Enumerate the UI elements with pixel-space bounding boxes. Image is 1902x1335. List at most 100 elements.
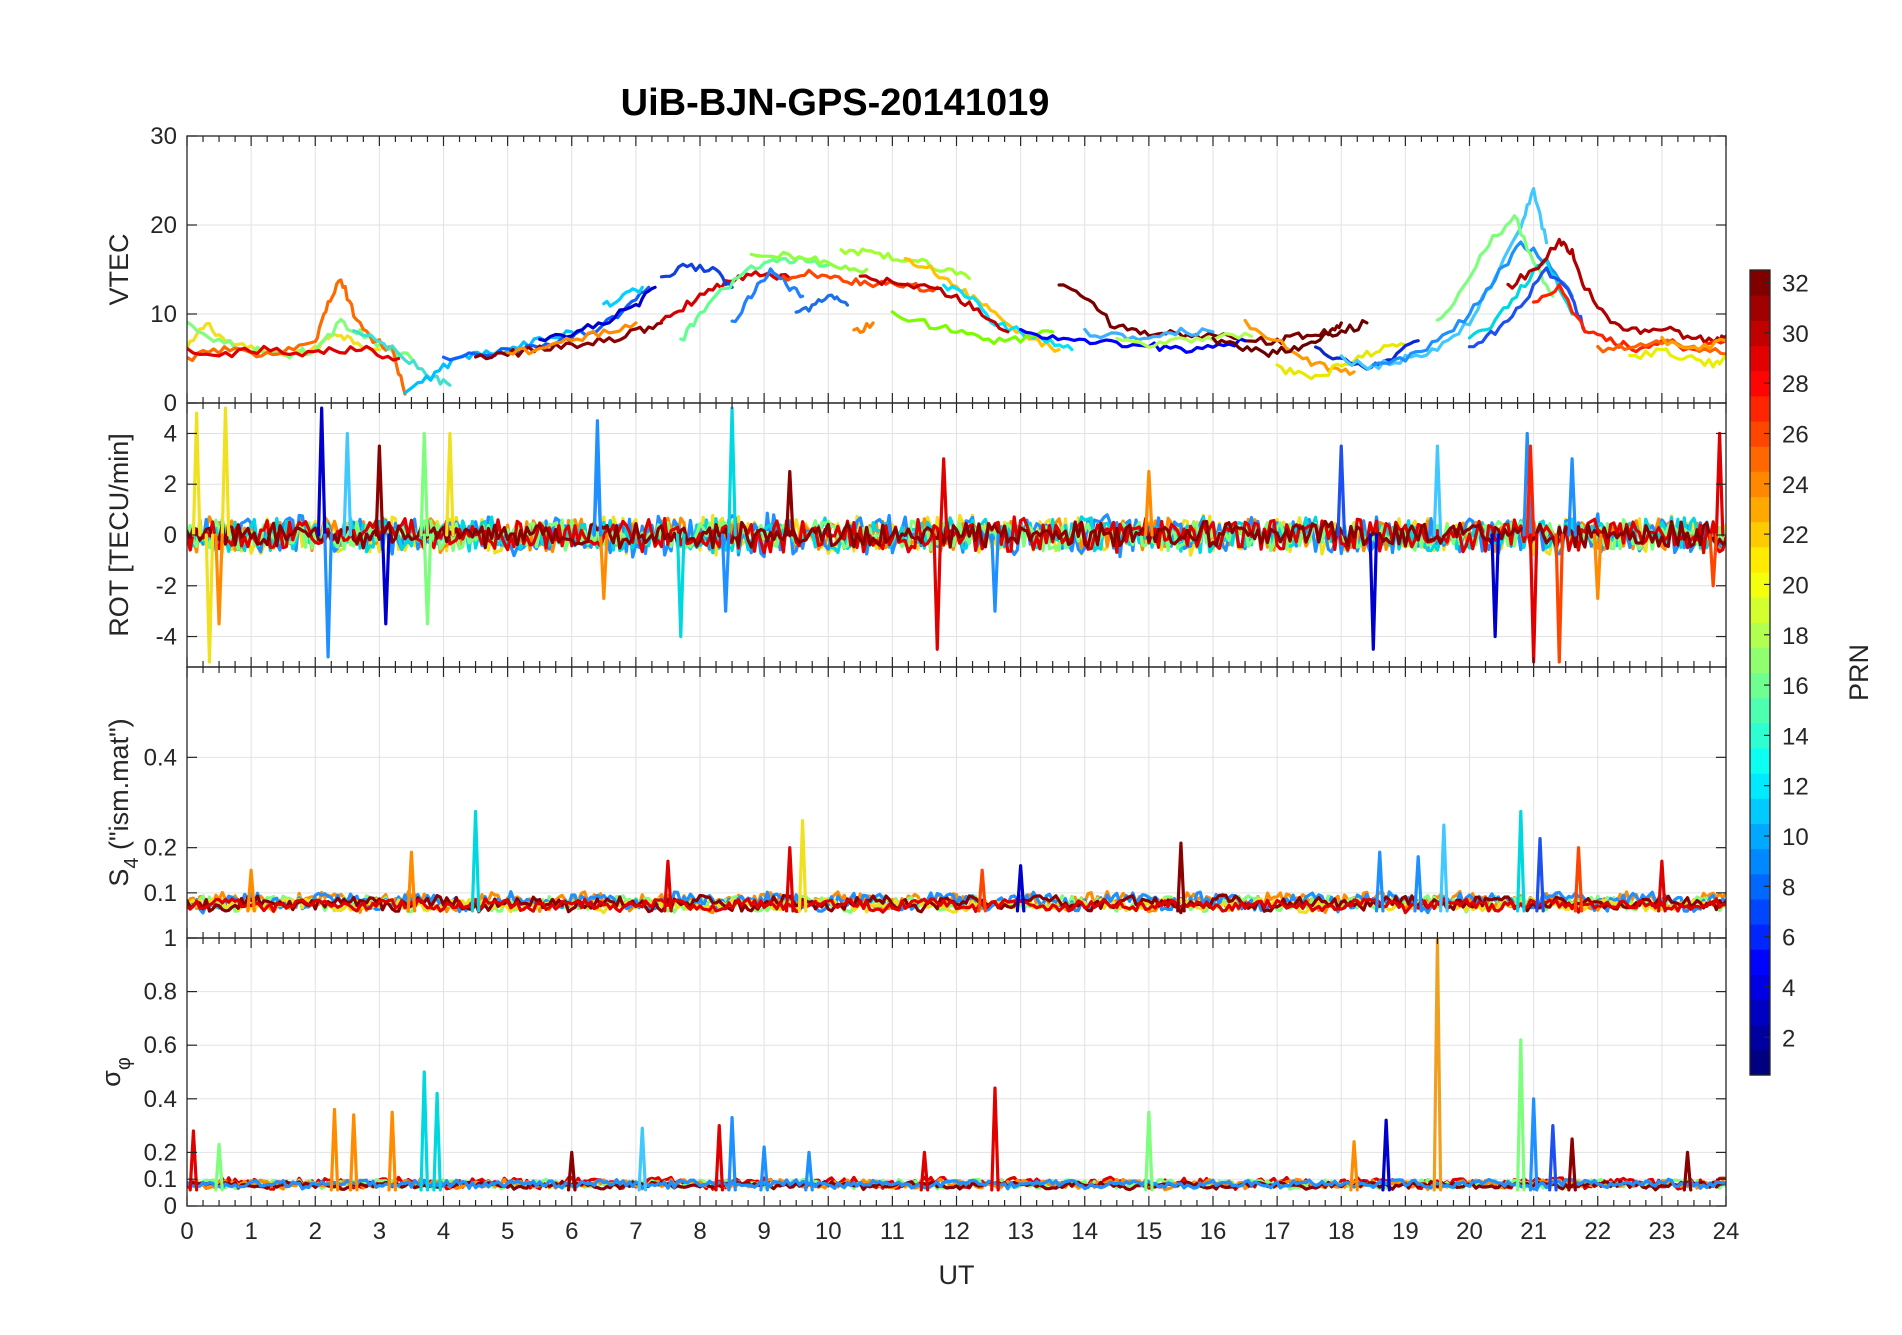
rot-spike — [592, 419, 603, 537]
sigma_phi-spike — [387, 1110, 398, 1192]
sigma_phi-spike — [566, 1150, 577, 1192]
rot-spike — [1525, 444, 1536, 537]
x-tick-label: 14 — [1071, 1218, 1098, 1245]
sigma_phi-spike — [188, 1129, 199, 1192]
vtec-series-line — [1018, 327, 1247, 354]
colorbar-segment — [1750, 747, 1770, 774]
s4-spike — [1657, 859, 1667, 913]
y-tick-label: 0.4 — [144, 744, 177, 771]
vtec-series-line — [794, 293, 850, 314]
s4-spike — [406, 850, 417, 913]
x-tick-label: 22 — [1584, 1218, 1611, 1245]
grid-sigma_phi — [186, 937, 1727, 1207]
y-tick-label: 4 — [164, 420, 177, 447]
sigma_phi-spike — [1682, 1150, 1693, 1192]
sigma_phi-spike — [804, 1150, 814, 1192]
vtec-series-line — [1057, 283, 1343, 346]
sigma_phi-spike — [419, 1070, 430, 1192]
x-tick-label: 10 — [815, 1218, 842, 1245]
y-axis-label-base: σ — [96, 1070, 126, 1087]
sigma_phi-spike — [637, 1126, 648, 1192]
y-axis-label-vtec: VTEC — [104, 233, 134, 305]
rot-spike — [316, 406, 327, 537]
colorbar-segment — [1750, 295, 1770, 321]
panel-s4: 0.10.20.4S4 ("ism.mat") — [104, 666, 1727, 939]
y-tick-label: 0 — [164, 390, 177, 417]
vtec-series-line — [538, 285, 657, 343]
rot-spike — [342, 431, 353, 537]
colorbar-segment — [1750, 370, 1770, 397]
rot-spike — [204, 533, 215, 664]
rot-spike — [1708, 533, 1718, 588]
colorbar-segment — [1750, 974, 1770, 1001]
colorbar-segment — [1750, 496, 1770, 523]
y-tick-label: 0.2 — [144, 835, 177, 862]
vtec-series-line — [749, 250, 869, 275]
x-tick-label: 6 — [565, 1218, 578, 1245]
y-tick-label: 30 — [150, 123, 177, 150]
colorbar-segment — [1750, 697, 1770, 724]
colorbar-segment — [1750, 622, 1770, 648]
y-tick-label: 0.2 — [144, 1139, 177, 1166]
x-tick-label: 5 — [501, 1218, 514, 1245]
x-tick-label: 20 — [1456, 1218, 1483, 1245]
colorbar-tick-label: 22 — [1782, 522, 1809, 549]
sigma_phi-spike — [1349, 1140, 1359, 1192]
colorbar-segment — [1750, 597, 1770, 623]
colorbar-segment — [1750, 898, 1770, 925]
grid-s4 — [186, 667, 1727, 938]
y-axis-label-subscript: φ — [113, 1057, 135, 1070]
figure-title: UiB-BJN-GPS-20141019 — [621, 82, 1050, 124]
sigma_phi-spike — [348, 1113, 359, 1192]
y-ticks-sigma_phi: 00.10.2 0.4 0.6 0.8 1 — [144, 925, 1726, 1220]
s4-spike — [977, 868, 987, 913]
y-tick-label: 0.8 — [144, 979, 177, 1006]
s4-spike — [1413, 855, 1424, 913]
vtec-series-line — [506, 321, 638, 356]
sigma_phi-spike — [1548, 1123, 1558, 1192]
colorbar-tick-label: 20 — [1782, 572, 1809, 599]
vtec-series-line — [1660, 335, 1726, 351]
sigma_phi-spike — [727, 1115, 737, 1192]
sigma_phi-spike — [919, 1150, 930, 1192]
x-axis-label: UT — [939, 1260, 975, 1290]
s4-spike — [784, 846, 795, 913]
sigma_phi-spike — [1515, 1038, 1526, 1192]
x-tick-label: 18 — [1328, 1218, 1355, 1245]
colorbar-tick-label: 14 — [1782, 723, 1809, 750]
rot-spike — [374, 444, 385, 537]
s4-spike — [797, 818, 808, 913]
rot-spike — [990, 533, 1000, 613]
s4-spike — [1515, 809, 1526, 913]
colorbar-tick-label: 2 — [1782, 1025, 1795, 1052]
rot-spike — [1554, 533, 1565, 664]
rot-spike — [380, 533, 391, 626]
colorbar-segment — [1750, 320, 1770, 347]
y-tick-label: 0 — [164, 1193, 177, 1220]
colorbar-segment — [1750, 722, 1770, 749]
sigma_phi-spike — [990, 1086, 1000, 1192]
vtec-series-line — [1596, 338, 1726, 356]
traces-rot — [187, 406, 1726, 664]
x-tick-label: 15 — [1136, 1218, 1163, 1245]
rot-spike — [445, 431, 455, 537]
x-ticks-vtec — [186, 136, 1727, 403]
colorbar-segment — [1750, 1024, 1770, 1051]
rot-spike — [1592, 533, 1603, 601]
y-ticks-vtec: 0 10 20 30 — [150, 123, 1726, 417]
vtec-series-line — [1531, 283, 1726, 354]
rot-spike — [1567, 457, 1577, 537]
x-tick-label: 19 — [1392, 1218, 1419, 1245]
colorbar-label: PRN — [1844, 644, 1874, 701]
y-ticks-rot: -4 -2 0 2 4 — [156, 420, 1726, 651]
vtec-series-line — [352, 329, 452, 387]
x-tick-label: 23 — [1649, 1218, 1676, 1245]
panel-rot: -4 -2 0 2 4 ROT [TECU/min] — [104, 402, 1727, 668]
s4-spike — [663, 859, 673, 913]
colorbar-segment — [1750, 949, 1770, 975]
panel-vtec: 0 10 20 30 VTEC — [104, 123, 1727, 417]
y-axis-label-s4: S4 ("ism.mat") — [104, 718, 143, 886]
vtec-series-line — [1339, 187, 1549, 371]
colorbar-segment — [1750, 924, 1770, 950]
